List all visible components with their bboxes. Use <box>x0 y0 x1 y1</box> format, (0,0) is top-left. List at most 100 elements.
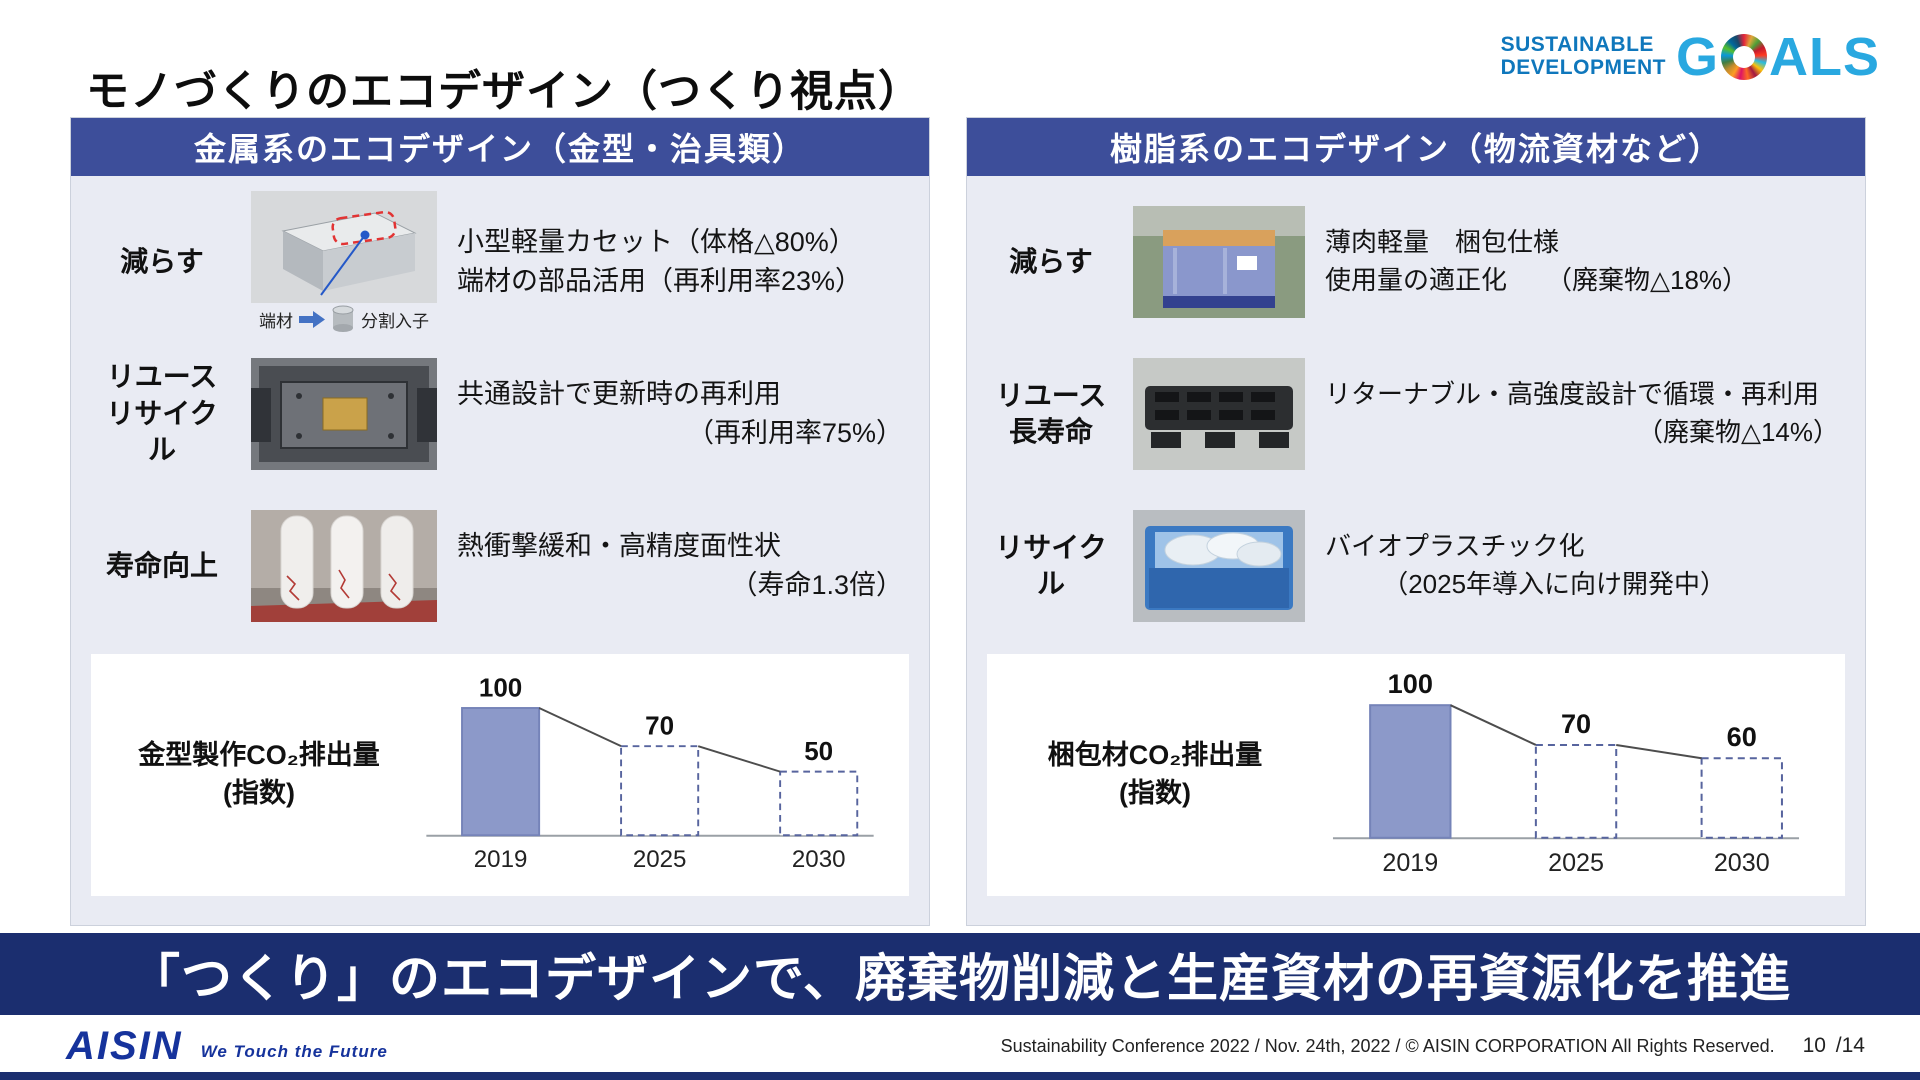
photo-caption-scrap: 端材 分割入子 <box>259 305 429 333</box>
footer-credit: Sustainability Conference 2022 / Nov. 24… <box>1000 1035 1775 1056</box>
chart-box-metal-co2: 金型製作CO₂排出量 (指数) 100 2019 70 2025 50 2030 <box>91 654 909 896</box>
sdg-wheel-icon <box>1721 34 1767 80</box>
sdg-text-line2: DEVELOPMENT <box>1500 56 1666 79</box>
sdg-goals-g: G <box>1675 27 1719 87</box>
chart-label-line: (指数) <box>223 778 295 808</box>
text-line: 共通設計で更新時の再利用 <box>457 378 781 409</box>
sdg-logo: SUSTAINABLE DEVELOPMENT G ALS <box>1501 30 1880 84</box>
svg-text:70: 70 <box>645 711 674 741</box>
row-resin-recycle: リサイクル バイオプラスチック化 <box>987 490 1845 642</box>
label-line: リサイクル <box>106 397 218 466</box>
photo-core-pins <box>251 510 437 622</box>
summary-banner: 「つくり」のエコデザインで、廃棄物削減と生産資材の再資源化を推進 <box>0 933 1920 1015</box>
label-line: リユース <box>106 361 218 393</box>
row-metal-reuse-label: リユース リサイクル <box>93 359 231 468</box>
panel-metal-header: 金属系のエコデザイン（金型・治具類） <box>71 118 929 176</box>
panel-resin-ecodesign: 樹脂系のエコデザイン（物流資材など） 減らす <box>966 117 1866 926</box>
chart-box-resin-co2: 梱包材CO₂排出量 (指数) 100 2019 70 2025 60 2030 <box>987 654 1845 896</box>
svg-text:2019: 2019 <box>1382 849 1438 877</box>
chart-label-resin: 梱包材CO₂排出量 (指数) <box>1005 737 1305 813</box>
text-line: 薄肉軽量 梱包仕様 <box>1325 227 1560 258</box>
arrow-right-icon <box>299 310 325 328</box>
svg-text:70: 70 <box>1561 708 1591 739</box>
co2-bar-chart-metal: 100 2019 70 2025 50 2030 <box>409 662 891 888</box>
photo-mold-machine <box>251 358 437 470</box>
summary-banner-text: 「つくり」のエコデザインで、廃棄物削減と生産資材の再資源化を推進 <box>129 950 1791 1007</box>
figure-packaging <box>1133 206 1305 318</box>
label-line: 減らす <box>1009 245 1093 277</box>
label-line: 減らす <box>120 245 204 277</box>
label-line: リサイクル <box>995 531 1107 599</box>
svg-text:2025: 2025 <box>633 846 687 873</box>
row-metal-reduce-label: 減らす <box>93 244 231 280</box>
svg-text:2030: 2030 <box>1714 849 1770 877</box>
row-metal-lifespan: 寿命向上 <box>91 490 909 642</box>
svg-text:2030: 2030 <box>792 846 846 873</box>
figure-bio-plastic <box>1133 510 1305 622</box>
aisin-logo: AISIN <box>66 1023 183 1068</box>
chart-label-line: 梱包材CO₂排出量 <box>1047 740 1263 771</box>
text-line: 小型軽量カセット（体格△80%） <box>457 226 856 257</box>
svg-text:50: 50 <box>804 736 833 766</box>
sdg-logo-text: SUSTAINABLE DEVELOPMENT <box>1501 34 1666 79</box>
text-line: （廃棄物△14%） <box>1636 417 1839 447</box>
panel-metal-ecodesign: 金属系のエコデザイン（金型・治具類） 減らす <box>70 117 930 926</box>
text-line: （寿命1.3倍） <box>730 570 903 600</box>
photo-blue-container <box>1133 510 1305 622</box>
panel-metal-body: 減らす 端材 <box>71 176 929 910</box>
panel-resin-header: 樹脂系のエコデザイン（物流資材など） <box>967 118 1865 176</box>
label-line: リユース <box>995 379 1107 411</box>
row-metal-reduce-text: 小型軽量カセット（体格△80%） 端材の部品活用（再利用率23%） <box>457 223 907 301</box>
page-number: 10 /14 <box>1803 1034 1865 1058</box>
row-resin-recycle-text: バイオプラスチック化 （2025年導入に向け開発中） <box>1325 528 1843 603</box>
svg-text:100: 100 <box>1388 668 1433 699</box>
page-title: モノづくりのエコデザイン（つくり視点） <box>86 67 922 116</box>
row-metal-lifespan-text: 熱衝撃緩和・高精度面性状 （寿命1.3倍） <box>457 527 907 605</box>
svg-text:60: 60 <box>1727 721 1757 752</box>
page-total: /14 <box>1835 1034 1865 1057</box>
caption-scrap-label: 端材 <box>259 311 293 331</box>
panel-resin-body: 減らす 薄肉軽量 梱包 <box>967 176 1865 910</box>
text-line: 端材の部品活用（再利用率23%） <box>457 266 863 296</box>
text-line: リターナブル・高強度設計で循環・再利用 <box>1325 379 1820 410</box>
label-line: 寿命向上 <box>105 549 218 581</box>
text-line: バイオプラスチック化 <box>1325 531 1585 562</box>
co2-bar-chart-resin: 100 2019 70 2025 60 2030 <box>1305 662 1827 888</box>
photo-plastic-pallet <box>1133 358 1305 470</box>
text-line: 使用量の適正化 （廃棄物△18%） <box>1325 265 1749 295</box>
row-resin-reuse-label: リユース 長寿命 <box>989 378 1113 451</box>
svg-text:2025: 2025 <box>1548 849 1604 877</box>
aisin-tagline: We Touch the Future <box>200 1042 388 1061</box>
figure-pallet <box>1133 358 1305 470</box>
row-metal-reuse: リユース リサイクル <box>91 338 909 490</box>
sdg-text-line1: SUSTAINABLE <box>1500 33 1654 57</box>
sdg-goals-wordmark: G ALS <box>1676 30 1880 84</box>
row-resin-recycle-label: リサイクル <box>989 530 1113 603</box>
svg-text:100: 100 <box>479 672 522 702</box>
text-line: （2025年導入に向け開発中） <box>1382 569 1727 599</box>
chart-label-metal: 金型製作CO₂排出量 (指数) <box>109 737 409 813</box>
row-resin-reduce: 減らす 薄肉軽量 梱包 <box>987 186 1845 338</box>
chart-label-line: (指数) <box>1119 778 1191 808</box>
caption-insert-label: 分割入子 <box>361 311 429 331</box>
row-resin-reduce-label: 減らす <box>989 244 1113 280</box>
row-metal-reduce: 減らす 端材 <box>91 186 909 338</box>
figure-metal-cassette: 端材 分割入子 <box>251 191 437 333</box>
page-current: 10 <box>1802 1034 1826 1057</box>
chart-label-line: 金型製作CO₂排出量 <box>138 740 380 771</box>
bottom-accent-bar <box>0 1072 1920 1080</box>
photo-metal-cassette <box>251 191 437 303</box>
sdg-wheel-center <box>1733 46 1755 68</box>
row-metal-reuse-text: 共通設計で更新時の再利用 （再利用率75%） <box>457 375 907 453</box>
figure-mold <box>251 358 437 470</box>
row-metal-lifespan-label: 寿命向上 <box>93 548 231 584</box>
row-resin-reduce-text: 薄肉軽量 梱包仕様 使用量の適正化 （廃棄物△18%） <box>1325 224 1843 299</box>
label-line: 長寿命 <box>1008 416 1093 447</box>
photo-wrapped-pallet <box>1133 206 1305 318</box>
sdg-goals-als: ALS <box>1769 27 1880 87</box>
text-line: （再利用率75%） <box>686 418 903 448</box>
footer: AISIN We Touch the Future Sustainability… <box>0 1024 1920 1068</box>
row-resin-reuse-text: リターナブル・高強度設計で循環・再利用 （廃棄物△14%） <box>1325 376 1843 451</box>
row-resin-reuse: リユース 長寿命 <box>987 338 1845 490</box>
figure-cylinders <box>251 510 437 622</box>
